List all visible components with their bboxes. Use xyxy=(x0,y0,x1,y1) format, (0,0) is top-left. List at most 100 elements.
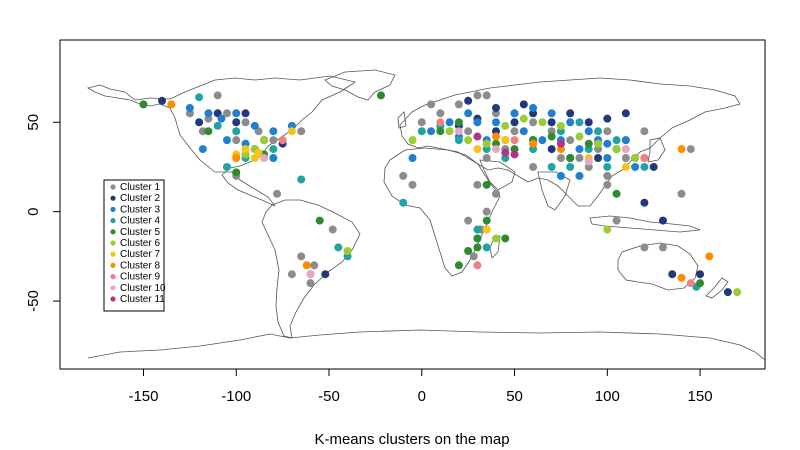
data-point xyxy=(501,136,510,145)
data-point xyxy=(621,145,630,154)
north-america-outline xyxy=(86,75,356,207)
data-point xyxy=(241,109,250,118)
data-point xyxy=(547,132,556,141)
y-axis: -50 0 50 xyxy=(25,114,61,312)
data-point xyxy=(473,180,482,189)
data-point xyxy=(584,139,593,148)
data-point xyxy=(232,109,241,118)
data-point xyxy=(376,91,385,100)
data-point xyxy=(621,136,630,145)
data-point xyxy=(491,234,500,243)
series-cluster-7 xyxy=(232,127,630,234)
data-point xyxy=(269,145,278,154)
x-tick-label: -150 xyxy=(128,388,158,405)
data-point xyxy=(454,261,463,270)
data-point xyxy=(464,246,473,255)
data-point xyxy=(603,127,612,136)
legend-entry: Cluster 1 xyxy=(110,182,160,193)
data-point xyxy=(529,118,538,127)
data-point xyxy=(519,114,528,123)
data-point xyxy=(473,145,482,154)
data-point xyxy=(417,118,426,127)
data-point xyxy=(232,118,241,127)
data-point xyxy=(269,136,278,145)
data-point xyxy=(575,118,584,127)
data-point xyxy=(603,162,612,171)
data-point xyxy=(213,91,222,100)
y-tick-label: -50 xyxy=(25,290,42,312)
data-point xyxy=(198,127,207,136)
data-point xyxy=(686,145,695,154)
x-tick-label: 150 xyxy=(688,388,713,405)
data-point xyxy=(668,270,677,279)
data-point xyxy=(482,216,491,225)
data-point xyxy=(677,145,686,154)
south-america-outline xyxy=(261,199,361,339)
data-point xyxy=(501,121,510,130)
data-point xyxy=(566,136,575,145)
series-cluster-11 xyxy=(473,132,565,159)
data-point xyxy=(482,225,491,234)
data-point xyxy=(473,225,482,234)
data-point xyxy=(306,279,315,288)
arabia-outline xyxy=(479,159,516,191)
data-point xyxy=(408,136,417,145)
data-point xyxy=(454,118,463,127)
data-point xyxy=(464,96,473,105)
data-point xyxy=(519,100,528,109)
data-point xyxy=(529,139,538,148)
data-point xyxy=(241,118,250,127)
data-point xyxy=(232,154,241,163)
data-point xyxy=(594,154,603,163)
legend-marker xyxy=(110,184,116,190)
data-point xyxy=(464,127,473,136)
data-point xyxy=(321,270,330,279)
data-point xyxy=(594,127,603,136)
data-point xyxy=(584,157,593,166)
legend-entry: Cluster 5 xyxy=(110,227,160,238)
y-tick-label: 0 xyxy=(25,207,42,215)
data-point xyxy=(427,127,436,136)
data-point xyxy=(399,198,408,207)
data-point xyxy=(705,252,714,261)
data-point xyxy=(482,139,491,148)
antarctica-outline xyxy=(87,329,766,361)
data-point xyxy=(287,127,296,136)
legend-entry: Cluster 8 xyxy=(110,260,160,271)
data-point xyxy=(482,180,491,189)
data-point xyxy=(445,118,454,127)
data-point xyxy=(696,270,705,279)
data-point xyxy=(677,189,686,198)
japan-outline xyxy=(647,137,666,163)
legend-label: Cluster 7 xyxy=(120,249,160,260)
data-point xyxy=(491,132,500,141)
data-point xyxy=(158,96,167,105)
data-point xyxy=(260,154,269,163)
data-point xyxy=(482,91,491,100)
data-point xyxy=(306,270,315,279)
indonesia-outline xyxy=(589,215,701,233)
data-point xyxy=(556,139,565,148)
data-point xyxy=(315,216,324,225)
data-point xyxy=(640,198,649,207)
data-point xyxy=(631,154,640,163)
x-tick-label: -50 xyxy=(318,388,340,405)
data-point xyxy=(621,109,630,118)
data-point xyxy=(575,132,584,141)
legend-label: Cluster 1 xyxy=(120,182,160,193)
cluster-points xyxy=(139,91,742,297)
data-point xyxy=(621,162,630,171)
legend-label: Cluster 4 xyxy=(120,216,160,227)
legend-entry: Cluster 3 xyxy=(110,204,160,215)
data-point xyxy=(501,148,510,157)
data-point xyxy=(436,109,445,118)
data-point xyxy=(584,127,593,136)
data-point xyxy=(621,154,630,163)
data-point xyxy=(473,261,482,270)
legend-label: Cluster 2 xyxy=(120,193,160,204)
data-point xyxy=(427,100,436,109)
data-point xyxy=(529,162,538,171)
data-point xyxy=(612,136,621,145)
data-point xyxy=(519,127,528,136)
data-point xyxy=(575,145,584,154)
